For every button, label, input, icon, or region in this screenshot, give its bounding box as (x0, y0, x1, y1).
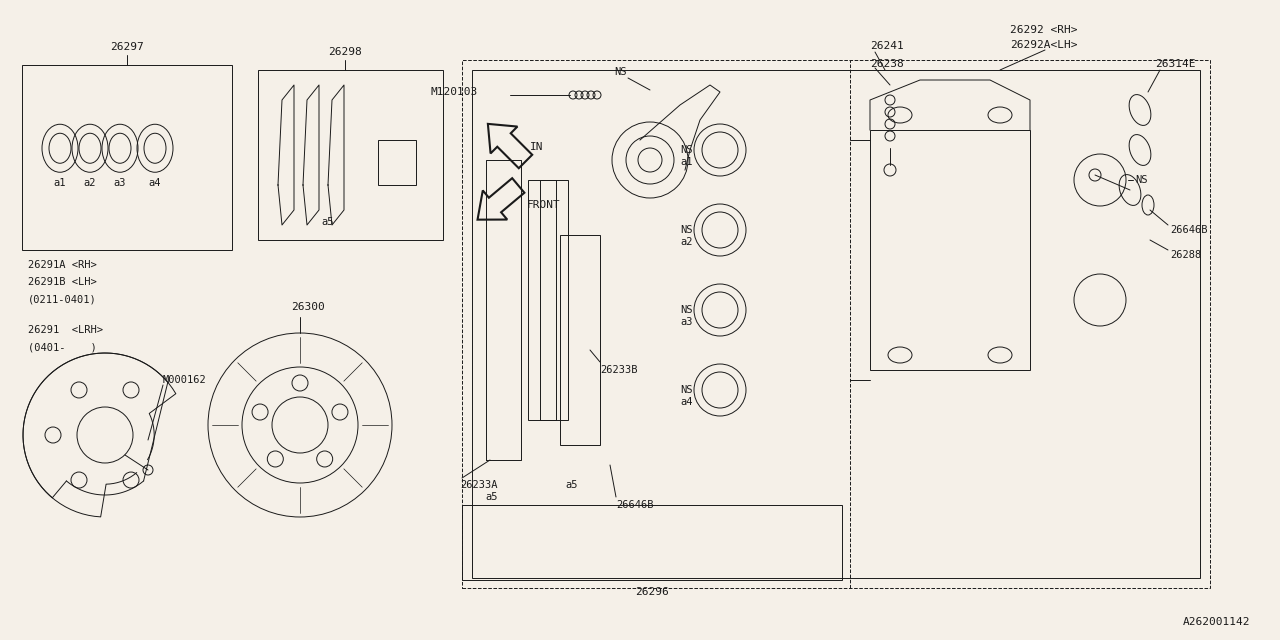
Text: A262001142: A262001142 (1183, 617, 1251, 627)
Text: NS: NS (680, 225, 692, 235)
Text: 26233A: 26233A (460, 480, 498, 490)
Text: a3: a3 (114, 179, 127, 188)
Text: M000162: M000162 (163, 375, 207, 385)
Text: a2: a2 (83, 179, 96, 188)
Text: NS: NS (680, 305, 692, 315)
Text: 26314E: 26314E (1155, 59, 1196, 69)
Bar (462, 60, 1210, 588)
Text: 26291A <RH>: 26291A <RH> (28, 260, 97, 270)
Text: 26241: 26241 (870, 41, 904, 51)
Text: 26296: 26296 (635, 587, 669, 597)
Text: a4: a4 (148, 179, 161, 188)
Text: 26297: 26297 (110, 42, 143, 52)
Text: 26646B: 26646B (616, 500, 654, 510)
Text: 26291  <LRH>: 26291 <LRH> (28, 325, 102, 335)
Text: 26300: 26300 (291, 302, 325, 312)
Text: a1: a1 (54, 179, 67, 188)
Text: NS: NS (680, 145, 692, 155)
Text: FRONT: FRONT (527, 200, 561, 210)
Text: IN: IN (530, 142, 544, 152)
Text: 26298: 26298 (328, 47, 362, 57)
Text: 26291B <LH>: 26291B <LH> (28, 277, 97, 287)
Text: a5: a5 (321, 217, 334, 227)
Text: a4: a4 (680, 397, 692, 407)
Text: (0211-0401): (0211-0401) (28, 294, 97, 304)
Text: 26292 <RH>: 26292 <RH> (1010, 25, 1078, 35)
Text: 26288: 26288 (1170, 250, 1201, 260)
Text: a5: a5 (566, 480, 579, 490)
Bar (378, 140, 416, 185)
Text: NS: NS (613, 67, 626, 77)
Text: a3: a3 (680, 317, 692, 327)
Bar (22, 65, 232, 250)
Bar (561, 235, 600, 445)
Text: (0401-    ): (0401- ) (28, 342, 97, 352)
Text: 26292A<LH>: 26292A<LH> (1010, 40, 1078, 50)
Text: a1: a1 (680, 157, 692, 167)
Text: 26238: 26238 (870, 59, 904, 69)
Bar (529, 180, 556, 420)
Bar (462, 505, 842, 580)
Text: a5: a5 (485, 492, 498, 502)
Text: M120103: M120103 (430, 87, 477, 97)
Bar (870, 130, 1030, 370)
Bar (259, 70, 443, 240)
Text: NS: NS (680, 385, 692, 395)
Text: 26233B: 26233B (600, 365, 637, 375)
Bar (472, 70, 1201, 578)
Text: NS: NS (1135, 175, 1147, 185)
Text: 26646B: 26646B (1170, 225, 1207, 235)
Bar (540, 180, 568, 420)
Text: a2: a2 (680, 237, 692, 247)
